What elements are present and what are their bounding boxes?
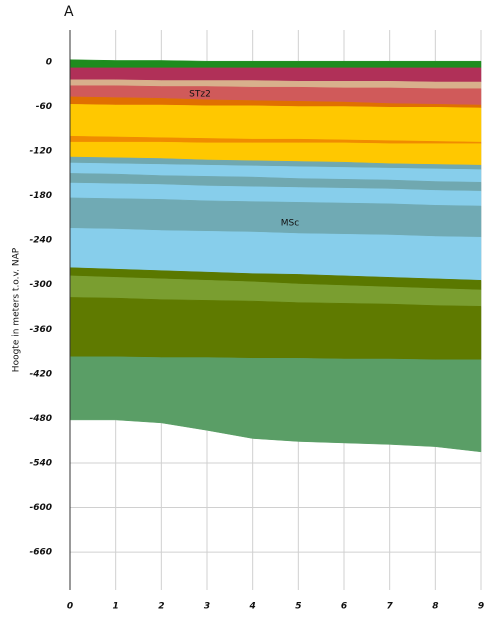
y-tick-label: -300 xyxy=(29,280,52,290)
y-tick-label: -480 xyxy=(29,414,52,424)
y-tick-label: -600 xyxy=(29,503,52,513)
annotation: MSc xyxy=(281,219,299,229)
x-tick-label: 3 xyxy=(204,602,210,612)
y-tick-label: -540 xyxy=(29,458,52,468)
layer xyxy=(69,59,482,69)
y-tick-label: -60 xyxy=(36,102,52,112)
y-tick-label: -180 xyxy=(29,191,52,201)
y-tick-label: -240 xyxy=(29,236,52,246)
y-axis-label: Hoogte in meters t.o.v. NAP xyxy=(12,247,22,372)
chart-title: A xyxy=(64,4,74,20)
y-tick-label: 0 xyxy=(46,57,52,67)
y-tick-label: -120 xyxy=(29,147,52,157)
layer xyxy=(69,104,482,143)
x-tick-label: 4 xyxy=(249,602,256,612)
layer xyxy=(69,297,482,361)
y-tick-label: -360 xyxy=(29,325,52,335)
x-tick-label: 6 xyxy=(341,602,347,612)
x-tick-label: 8 xyxy=(432,602,438,612)
x-tick-label: 9 xyxy=(478,602,484,612)
x-tick-label: 7 xyxy=(387,602,394,612)
x-tick-label: 1 xyxy=(113,602,119,612)
annotation: STz2 xyxy=(189,90,211,100)
x-tick-label: 2 xyxy=(158,602,164,612)
y-tick-label: -420 xyxy=(29,369,52,379)
y-tick-label: -660 xyxy=(29,548,52,558)
x-tick-label: 5 xyxy=(295,602,301,612)
layer xyxy=(69,356,482,453)
x-tick-label: 0 xyxy=(67,602,73,612)
